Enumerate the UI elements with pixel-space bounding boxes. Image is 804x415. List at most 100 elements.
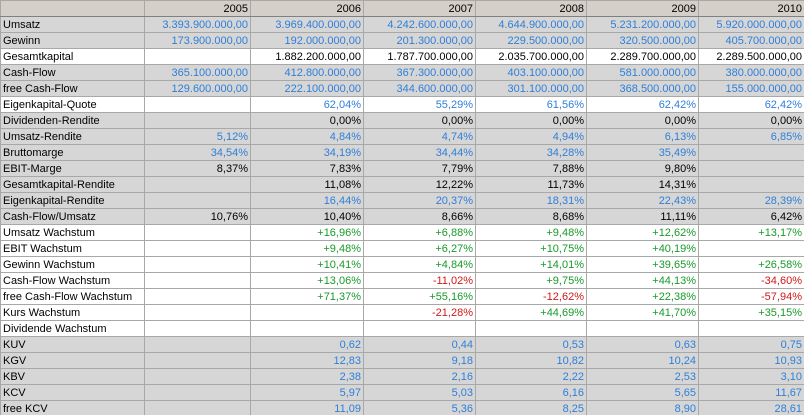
value-cell: +6,27% xyxy=(363,240,476,257)
value-cell: 4,74% xyxy=(363,128,476,145)
empty-cell xyxy=(698,240,804,257)
value-cell: +14,01% xyxy=(475,256,587,273)
value-cell: +10,41% xyxy=(250,256,364,273)
table-row: EBIT Wachstum +9,48% +6,27% +10,75% +40,19% xyxy=(0,240,804,257)
table-row: Eigenkapital-Rendite 16,44% 20,37% 18,31% 22… xyxy=(0,192,804,209)
value-cell: 34,19% xyxy=(250,144,364,161)
value-cell: 16,44% xyxy=(250,192,364,209)
empty-cell xyxy=(250,304,364,321)
row-label: Dividenden-Rendite xyxy=(0,112,145,129)
value-cell: +16,96% xyxy=(250,224,364,241)
value-cell: 2.289.500.000,00 xyxy=(698,48,804,65)
value-cell: 62,04% xyxy=(250,96,364,113)
value-cell: 0,00% xyxy=(586,112,699,129)
value-cell: 1.787.700.000,00 xyxy=(363,48,476,65)
table-row: free Cash-Flow Wachstum +71,37% +55,16% -12… xyxy=(0,288,804,305)
empty-cell xyxy=(144,48,251,65)
value-cell: 229.500.000,00 xyxy=(475,32,587,49)
value-cell: 5,12% xyxy=(144,128,251,145)
empty-cell xyxy=(144,192,251,209)
empty-cell xyxy=(363,320,476,337)
empty-cell xyxy=(144,176,251,193)
value-cell: 62,42% xyxy=(586,96,699,113)
year-header: 2005 xyxy=(144,0,251,17)
empty-cell xyxy=(698,144,804,161)
value-cell: 3,10 xyxy=(698,368,804,385)
row-label: Umsatz-Rendite xyxy=(0,128,145,145)
empty-cell xyxy=(144,384,251,401)
value-cell: -21,28% xyxy=(363,304,476,321)
row-label: Cash-Flow Wachstum xyxy=(0,272,145,289)
empty-cell xyxy=(144,304,251,321)
year-header: 2008 xyxy=(475,0,587,17)
value-cell: 5,03 xyxy=(363,384,476,401)
value-cell: 35,49% xyxy=(586,144,699,161)
value-cell: 3.393.900.000,00 xyxy=(144,16,251,33)
value-cell: 0,00% xyxy=(698,112,804,129)
value-cell: 11,11% xyxy=(586,208,699,225)
value-cell: 10,40% xyxy=(250,208,364,225)
value-cell: 0,00% xyxy=(475,112,587,129)
value-cell: 367.300.000,00 xyxy=(363,64,476,81)
value-cell: 581.000.000,00 xyxy=(586,64,699,81)
value-cell: 28,61 xyxy=(698,400,804,415)
table-row: Eigenkapital-Quote 62,04% 55,29% 61,56% 62,4… xyxy=(0,96,804,113)
value-cell: 5,97 xyxy=(250,384,364,401)
table-row: Gesamtkapital-Rendite 11,08% 12,22% 11,73% 1… xyxy=(0,176,804,193)
value-cell: 10,82 xyxy=(475,352,587,369)
value-cell: 6,13% xyxy=(586,128,699,145)
value-cell: 0,62 xyxy=(250,336,364,353)
value-cell: 11,08% xyxy=(250,176,364,193)
value-cell: 7,79% xyxy=(363,160,476,177)
value-cell: 222.100.000,00 xyxy=(250,80,364,97)
table-row: Gewinn 173.900.000,00 192.000.000,00 201.30… xyxy=(0,32,804,49)
value-cell: 8,37% xyxy=(144,160,251,177)
empty-cell xyxy=(144,256,251,273)
value-cell: 34,54% xyxy=(144,144,251,161)
row-label: Umsatz Wachstum xyxy=(0,224,145,241)
value-cell: 8,68% xyxy=(475,208,587,225)
value-cell: 2,16 xyxy=(363,368,476,385)
row-label: Dividende Wachstum xyxy=(0,320,145,337)
table-row: Kurs Wachstum -21,28% +44,69% +41,70% +35,15… xyxy=(0,304,804,321)
value-cell: 10,24 xyxy=(586,352,699,369)
table-row: KBV 2,38 2,16 2,22 2,53 3,10 xyxy=(0,368,804,385)
empty-cell xyxy=(144,336,251,353)
value-cell: 0,53 xyxy=(475,336,587,353)
value-cell: +26,58% xyxy=(698,256,804,273)
value-cell: 22,43% xyxy=(586,192,699,209)
table-row: Dividende Wachstum xyxy=(0,320,804,337)
row-label: Cash-Flow xyxy=(0,64,145,81)
value-cell: 12,83 xyxy=(250,352,364,369)
value-cell: 129.600.000,00 xyxy=(144,80,251,97)
header-row: 2005 2006 2007 2008 2009 2010 xyxy=(0,0,804,17)
row-label: Gewinn xyxy=(0,32,145,49)
value-cell: 403.100.000,00 xyxy=(475,64,587,81)
value-cell: -34,60% xyxy=(698,272,804,289)
empty-cell xyxy=(144,368,251,385)
value-cell: 201.300.000,00 xyxy=(363,32,476,49)
empty-cell xyxy=(144,112,251,129)
value-cell: 8,90 xyxy=(586,400,699,415)
row-label: KUV xyxy=(0,336,145,353)
empty-cell xyxy=(250,320,364,337)
value-cell: +44,69% xyxy=(475,304,587,321)
value-cell: 1.882.200.000,00 xyxy=(250,48,364,65)
value-cell: 10,76% xyxy=(144,208,251,225)
row-label: Kurs Wachstum xyxy=(0,304,145,321)
value-cell: +13,06% xyxy=(250,272,364,289)
value-cell: 6,85% xyxy=(698,128,804,145)
empty-cell xyxy=(144,272,251,289)
value-cell: 61,56% xyxy=(475,96,587,113)
row-label: free Cash-Flow Wachstum xyxy=(0,288,145,305)
row-label: Gesamtkapital xyxy=(0,48,145,65)
year-header: 2007 xyxy=(363,0,476,17)
table-row: KCV 5,97 5,03 6,16 5,65 11,67 xyxy=(0,384,804,401)
value-cell: 9,80% xyxy=(586,160,699,177)
value-cell: 5.231.200.000,00 xyxy=(586,16,699,33)
value-cell: +40,19% xyxy=(586,240,699,257)
value-cell: 3.969.400.000,00 xyxy=(250,16,364,33)
value-cell: 2.289.700.000,00 xyxy=(586,48,699,65)
value-cell: 0,75 xyxy=(698,336,804,353)
